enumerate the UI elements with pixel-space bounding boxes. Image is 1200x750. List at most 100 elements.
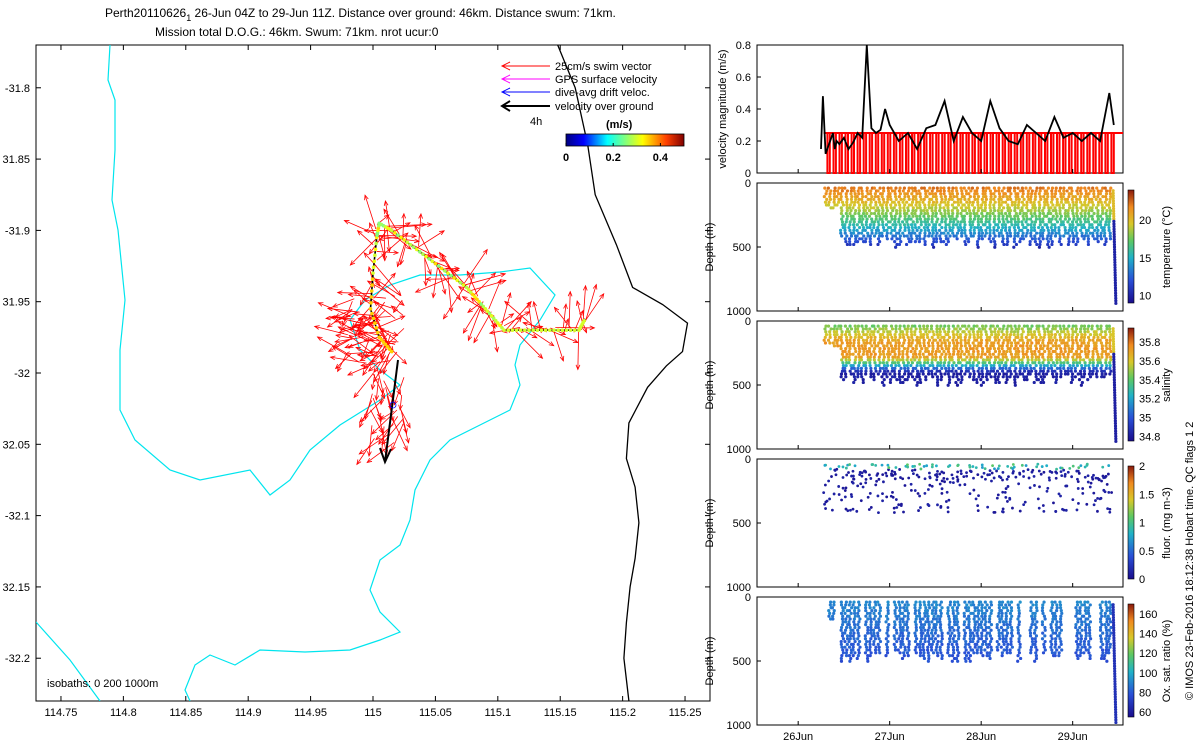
profile-dot	[973, 645, 977, 649]
profile-dot	[1016, 186, 1020, 190]
profile-dot	[1086, 194, 1090, 199]
profile-dot	[899, 628, 903, 632]
swim-vector	[423, 257, 429, 287]
profile-dot	[880, 194, 884, 199]
isobaths	[36, 45, 556, 701]
profile-dot	[942, 471, 946, 475]
profile-dot	[845, 189, 850, 193]
profile-dot	[1046, 347, 1050, 351]
profile-dot	[999, 197, 1003, 201]
profile-dot	[1095, 225, 1099, 230]
profile-dot	[882, 347, 887, 351]
profile-dot	[891, 234, 895, 238]
profile-dot	[1037, 330, 1041, 334]
profile-dot	[840, 220, 845, 224]
profile-dot	[923, 228, 927, 232]
profile-dot	[976, 369, 980, 373]
profile-dot	[856, 637, 860, 641]
profile-dot	[914, 625, 918, 630]
profile-dot	[946, 347, 951, 351]
swim-vector	[331, 298, 355, 308]
map-y-tick-label: 31.85	[2, 154, 30, 166]
profile-dot	[919, 220, 923, 224]
profile-dot	[971, 600, 975, 604]
profile-dot	[859, 355, 863, 359]
profile-dot	[857, 608, 861, 613]
profile-dot	[987, 338, 991, 342]
profile-dot	[980, 372, 985, 376]
profile-dot	[1016, 617, 1020, 621]
profile-dot	[1033, 192, 1037, 196]
profile-dot	[1005, 231, 1009, 235]
profile-dot	[947, 623, 951, 627]
profile-dot	[1006, 500, 1009, 503]
track-dot	[370, 277, 375, 281]
profile-dot	[893, 217, 897, 221]
profile-dot	[872, 349, 876, 354]
profile-dot	[948, 628, 952, 632]
track-dot	[582, 318, 586, 323]
profile-dot	[857, 361, 862, 365]
profile-dot	[857, 335, 861, 339]
profile-dot	[906, 375, 910, 379]
profile-dot	[911, 352, 916, 356]
swim-vector-head	[367, 266, 373, 273]
profile-dot	[1038, 366, 1043, 370]
profile-dot	[959, 366, 963, 370]
profile-dot	[992, 225, 996, 230]
track-dot	[475, 297, 479, 302]
profile-dot	[947, 361, 951, 365]
deep-dive-dot	[1111, 332, 1115, 336]
profile-dot	[1026, 468, 1030, 472]
profile-dot	[1047, 231, 1051, 235]
profile-dot	[1022, 203, 1026, 207]
profile-dot	[1100, 352, 1104, 356]
profile-dot	[996, 378, 1000, 382]
profile-dot	[1041, 504, 1045, 507]
profile-dot	[963, 338, 967, 342]
profile-dot	[832, 189, 837, 193]
profile-dot	[1092, 473, 1095, 477]
section-colorbar-tick-label: 35.2	[1139, 394, 1160, 406]
profile-dot	[897, 341, 901, 345]
profile-dot	[1000, 600, 1005, 604]
profile-dot	[831, 341, 835, 345]
profile-dot	[910, 375, 915, 379]
profile-dot	[857, 197, 861, 201]
track-dot	[485, 309, 490, 314]
profile-dot	[934, 648, 938, 652]
profile-dot	[843, 489, 847, 492]
swim-vector-shaft	[436, 262, 446, 294]
profile-dot	[1053, 332, 1058, 337]
profile-dot	[872, 324, 876, 328]
profile-dot	[888, 192, 892, 196]
profile-dot	[905, 378, 909, 382]
profile-dot	[1076, 332, 1080, 337]
profile-dot	[948, 378, 952, 382]
profile-dot	[940, 479, 944, 483]
profile-dot	[1021, 363, 1025, 368]
profile-dot	[1057, 492, 1061, 496]
profile-dot	[993, 200, 997, 204]
profile-dot	[914, 366, 918, 370]
profile-dot	[1083, 186, 1087, 190]
profile-dot	[991, 237, 995, 241]
profile-dot	[922, 214, 926, 218]
profile-dot	[926, 659, 930, 663]
profile-dot	[940, 637, 944, 641]
profile-dot	[874, 203, 878, 207]
profile-dot	[892, 349, 896, 354]
profile-dot	[1046, 366, 1051, 370]
profile-dot	[1039, 472, 1043, 476]
profile-dot	[930, 214, 934, 218]
profile-dot	[931, 355, 935, 359]
profile-dot	[1017, 327, 1021, 331]
profile-dot	[1068, 363, 1072, 368]
swim-vector-shaft	[330, 316, 355, 320]
profile-dot	[886, 606, 890, 610]
profile-dot	[857, 211, 861, 216]
profile-dot	[917, 225, 921, 230]
colorbar-title: (m/s)	[606, 119, 633, 131]
profile-dot	[1017, 606, 1021, 610]
